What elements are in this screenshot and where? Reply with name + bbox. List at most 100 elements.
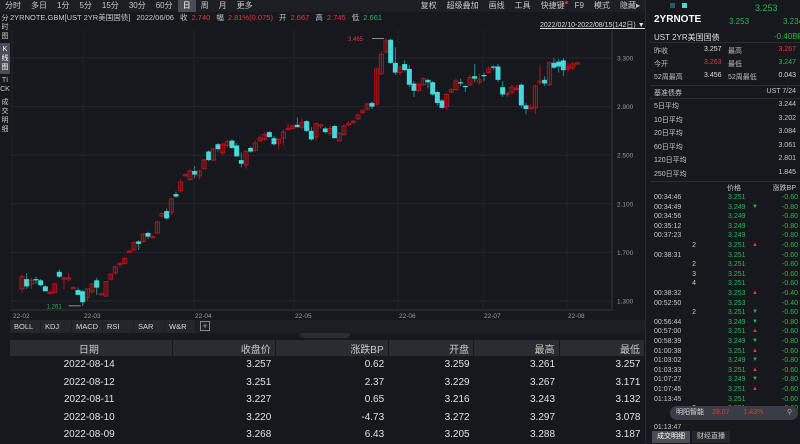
column-header[interactable]: 最高 — [473, 340, 560, 356]
candle-body-down — [458, 82, 464, 84]
tick-change: -0.80 — [782, 318, 798, 326]
period-tab-8[interactable]: 周 — [200, 1, 209, 10]
table-cell: 3.257 — [615, 359, 641, 371]
candle-body-up — [374, 68, 380, 105]
candlestick-chart[interactable]: 3.300 2.900 2.500 2.100 1.700 1.300 22-02 22-03… — [10, 30, 645, 320]
table-cell: -4.73 — [361, 411, 385, 423]
table-cell: 0.65 — [364, 394, 385, 406]
search-icon[interactable]: ⚲ — [786, 409, 792, 416]
period-tab-7[interactable]: 日 — [177, 0, 196, 12]
table-row[interactable]: 2022-08-09 3.268 6.43 3.205 3.288 3.187 — [10, 426, 645, 444]
tick-time: 00:34:46 — [654, 194, 682, 201]
chart-canvas[interactable]: 3.300 2.900 2.500 2.100 1.700 1.300 22-02 22-03… — [10, 30, 645, 320]
period-tab-5[interactable]: 30分 — [128, 1, 146, 10]
column-header[interactable]: 收盘价 — [172, 340, 276, 356]
candle-body-down — [56, 271, 62, 277]
x-tick-label: 22-04 — [195, 313, 212, 320]
period-tab-6[interactable]: 60分 — [155, 1, 173, 10]
menu-item-2[interactable]: 画线 — [488, 1, 505, 10]
tick-price: 3.251 — [728, 366, 746, 374]
period-tab-3[interactable]: 5分 — [79, 1, 92, 10]
candle-body-down — [490, 66, 496, 68]
popup-pct: 1.43% — [743, 409, 764, 416]
table-row[interactable]: 2022-08-12 3.251 2.37 3.229 3.267 3.171 — [10, 374, 645, 392]
stock-ticker-popup[interactable]: 明阳智能 29.07 1.43% ⚲ — [670, 406, 798, 420]
tick-row: 01:00:38 3.251 ▲ -0.60 — [654, 346, 798, 357]
indicator-tab-macd[interactable]: MACD — [72, 320, 102, 333]
table-row[interactable]: 2022-08-10 3.220 -4.73 3.272 3.297 3.078 — [10, 409, 645, 427]
candle-body-up — [122, 257, 128, 264]
column-header[interactable]: 日期 — [10, 340, 173, 356]
daily-data-table: 日期 收盘价 涨跌BP 开盘 最高 最低 2022-08-14 3.257 0.62 3.259… — [10, 340, 646, 444]
side-tab-3[interactable]: 成交明细 — [1, 99, 9, 133]
stat-label: 52周最高 — [654, 74, 683, 81]
menu-item-4[interactable]: 快捷键 — [536, 0, 570, 12]
menu-item-0[interactable]: 复权 — [420, 1, 437, 10]
candle-body-up — [66, 277, 72, 280]
candle-body-down — [560, 60, 566, 71]
period-tab-2[interactable]: 1分 — [57, 1, 70, 10]
column-header[interactable]: 开盘 — [388, 340, 475, 356]
add-indicator-icon[interactable]: + — [200, 321, 210, 331]
candle-body-down — [402, 64, 408, 71]
tick-price: 3.251 — [728, 242, 746, 249]
close-value: 2.740 — [191, 13, 211, 22]
low-value: 2.661 — [363, 13, 383, 22]
panel-collapse-handle[interactable] — [300, 333, 350, 338]
indicator-tab-rsi[interactable]: RSI — [103, 320, 133, 333]
candle-body-up — [140, 233, 146, 242]
table-cell: 0.62 — [364, 359, 385, 371]
table-row[interactable]: 2022-08-14 3.257 0.62 3.259 3.261 3.257 — [10, 356, 645, 374]
tick-time: 01:03:33 — [654, 366, 682, 374]
candle-body-down — [192, 170, 198, 175]
side-tab-1[interactable]: K线图 — [0, 43, 10, 74]
candle-body-up — [89, 283, 95, 292]
column-header[interactable]: 最低 — [559, 340, 646, 356]
tick-change: -0.60 — [782, 386, 798, 393]
candle-body-up — [467, 76, 473, 86]
tick-price: 3.251 — [728, 386, 746, 393]
period-tab-10[interactable]: 更多 — [236, 1, 253, 10]
tick-row: 00:38:32 3.253 ▲ -0.40 — [654, 288, 798, 299]
tick-row: 01:13:45 3.251 -0.60 — [654, 394, 798, 405]
bottom-tab-1[interactable]: 财经直播 — [692, 431, 730, 443]
side-tab-2[interactable]: TICK — [0, 77, 10, 93]
menu-item-3[interactable]: 工具 — [514, 1, 531, 10]
date-range-selector[interactable]: 2022/02/10-2022/08/15(142日) ▼ ● — [540, 20, 651, 30]
table-cell: 6.43 — [364, 429, 385, 441]
menu-item-5[interactable]: F9 — [574, 1, 584, 10]
candle-body-up — [117, 262, 123, 266]
menu-item-6[interactable]: 模式 — [593, 1, 610, 10]
notification-dot-icon — [564, 1, 568, 4]
indicator-tab-kdj[interactable]: KDJ — [41, 320, 71, 333]
period-tab-0[interactable]: 分时 — [5, 1, 21, 10]
column-header[interactable]: 涨跌BP — [275, 340, 389, 356]
candle-body-up — [224, 141, 230, 146]
candle-body-up — [150, 236, 156, 239]
close-label: 收 — [180, 13, 188, 22]
candle-body-down — [406, 68, 412, 85]
menu-item-1[interactable]: 超级叠加 — [446, 1, 479, 10]
indicator-tab-w-r[interactable]: W&R — [165, 320, 195, 333]
period-tab-9[interactable]: 月 — [218, 1, 227, 10]
candle-body-up — [257, 137, 263, 142]
change-value: 2.81%(0.075) — [227, 13, 273, 22]
period-tab-4[interactable]: 15分 — [101, 1, 119, 10]
candle-body-down — [33, 279, 39, 281]
tick-row: 00:38:31 3.251 -0.60 — [654, 250, 798, 261]
period-tab-1[interactable]: 多日 — [31, 1, 47, 10]
benchmark-label: 基准债券 — [654, 90, 682, 97]
candle-body-down — [556, 61, 562, 67]
menu-item-7[interactable]: 隐藏▸ — [619, 1, 640, 10]
bottom-tab-0[interactable]: 成交明细 — [652, 431, 690, 443]
table-cell: 2022-08-11 — [63, 394, 115, 406]
table-cell: 3.288 — [530, 429, 556, 441]
table-cell: 3.229 — [444, 376, 470, 388]
dropdown-triangle-icon[interactable]: ▼ — [637, 22, 645, 29]
table-cell: 3.187 — [615, 429, 641, 441]
side-tab-0[interactable]: 分时图 — [1, 15, 9, 40]
indicator-tab-sar[interactable]: SAR — [134, 320, 164, 333]
side-view-tabs: 分时图 K线图 TICK 成交明细 — [0, 12, 10, 330]
indicator-tab-boll[interactable]: BOLL — [10, 320, 40, 333]
table-row[interactable]: 2022-08-11 3.227 0.65 3.216 3.243 3.132 — [10, 391, 645, 409]
